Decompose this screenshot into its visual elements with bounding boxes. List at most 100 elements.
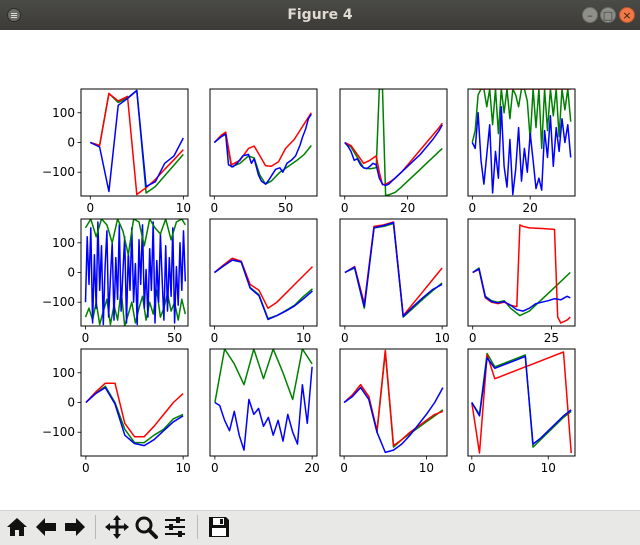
- x-tick-label: 50: [167, 331, 182, 345]
- series-line: [85, 386, 184, 447]
- window-title: Figure 4: [287, 7, 353, 23]
- series-group: [85, 382, 184, 447]
- x-tick-label: 10: [296, 331, 311, 345]
- series-group: [84, 219, 187, 326]
- series-line: [344, 222, 443, 318]
- configure-subplots-button[interactable]: [162, 514, 188, 540]
- series-group: [471, 351, 572, 454]
- x-tick-label: 20: [523, 201, 538, 215]
- x-tick-label: 0: [82, 331, 90, 345]
- back-button[interactable]: [33, 514, 59, 540]
- axes-frame: [209, 88, 318, 197]
- home-button[interactable]: [4, 514, 30, 540]
- x-tick-label: 20: [400, 201, 415, 215]
- toolbar-separator: [95, 515, 96, 539]
- axes-frame: [339, 88, 448, 197]
- axes-frame: [339, 218, 448, 327]
- x-tick-label: 0: [469, 331, 477, 345]
- series-line: [213, 132, 312, 185]
- window-menu-icon[interactable]: [7, 8, 21, 22]
- home-icon: [7, 518, 27, 536]
- series-line: [344, 221, 443, 317]
- x-tick-label: 0: [210, 201, 218, 215]
- subplot-11: 0 10: [339, 348, 448, 475]
- series-line: [214, 259, 313, 320]
- y-tick-label: 100: [52, 366, 75, 380]
- series-line: [84, 289, 187, 326]
- axes-frame: [80, 88, 189, 197]
- subplot-10: 0 20: [209, 348, 320, 475]
- x-tick-label: 0: [341, 201, 349, 215]
- x-tick-label: 0: [341, 331, 349, 345]
- series-line: [214, 349, 313, 403]
- pan-button[interactable]: [104, 514, 130, 540]
- x-tick-label: 0: [469, 201, 477, 215]
- x-tick-label: 50: [278, 201, 293, 215]
- save-button[interactable]: [206, 514, 232, 540]
- subplot-12: 0 10: [467, 348, 576, 475]
- series-group: [472, 224, 571, 324]
- series-line: [214, 259, 313, 321]
- save-icon: [209, 517, 229, 537]
- axes-frame: [339, 348, 448, 457]
- subplot-4: 0 20: [467, 88, 576, 215]
- y-tick-label: 100: [52, 106, 75, 120]
- series-group: [89, 89, 184, 196]
- forward-arrow-icon: [65, 518, 85, 536]
- series-line: [90, 89, 184, 194]
- series-line: [85, 382, 184, 438]
- forward-button[interactable]: [62, 514, 88, 540]
- x-tick-label: 0: [82, 461, 90, 475]
- y-tick-label: 0: [67, 136, 75, 150]
- x-tick-label: 25: [544, 331, 559, 345]
- series-line: [84, 221, 187, 326]
- zoom-icon: [135, 516, 158, 539]
- x-tick-label: 10: [176, 201, 191, 215]
- close-button[interactable]: ×: [619, 7, 635, 23]
- series-line: [84, 219, 186, 256]
- series-line: [343, 349, 444, 447]
- x-tick-label: 10: [175, 461, 190, 475]
- subplot-3: 0 20: [339, 88, 448, 215]
- maximize-button[interactable]: □: [600, 7, 616, 23]
- subplot-7: 0 10: [339, 218, 450, 345]
- series-group: [213, 112, 312, 185]
- series-line: [89, 89, 184, 193]
- title-bar: Figure 4 – □ ×: [0, 0, 640, 30]
- series-group: [214, 349, 313, 451]
- series-line: [343, 351, 444, 448]
- series-line: [343, 386, 444, 454]
- y-tick-label: 100: [52, 236, 75, 250]
- x-tick-label: 10: [419, 461, 434, 475]
- x-tick-label: 0: [211, 331, 219, 345]
- axes-frame: [467, 348, 576, 457]
- x-tick-label: 0: [211, 461, 219, 475]
- axes-frame: [209, 348, 318, 457]
- series-line: [214, 257, 314, 309]
- y-tick-label: 0: [67, 396, 75, 410]
- zoom-button[interactable]: [133, 514, 159, 540]
- series-line: [471, 355, 572, 445]
- back-arrow-icon: [36, 518, 56, 536]
- series-group: [344, 89, 443, 196]
- x-tick-label: 20: [304, 461, 319, 475]
- subplot-6: 0 10: [209, 218, 318, 345]
- axes-frame: [467, 218, 576, 327]
- series-line: [344, 124, 443, 187]
- series-group: [343, 349, 444, 454]
- series-line: [85, 385, 184, 444]
- subplot-2: 0 50: [209, 88, 318, 215]
- series-line: [472, 268, 571, 312]
- series-line: [214, 366, 313, 451]
- x-tick-label: 10: [434, 331, 449, 345]
- series-line: [213, 113, 312, 185]
- x-tick-label: 10: [541, 461, 556, 475]
- toolbar-separator: [197, 515, 198, 539]
- series-group: [471, 89, 572, 196]
- subplot-9: 0 10 100 0 −100: [42, 348, 191, 475]
- y-tick-label: 0: [67, 266, 75, 280]
- subplot-1: 0 10 100 0 −100: [42, 88, 191, 215]
- minimize-button[interactable]: –: [582, 7, 598, 23]
- x-tick-label: 0: [340, 461, 348, 475]
